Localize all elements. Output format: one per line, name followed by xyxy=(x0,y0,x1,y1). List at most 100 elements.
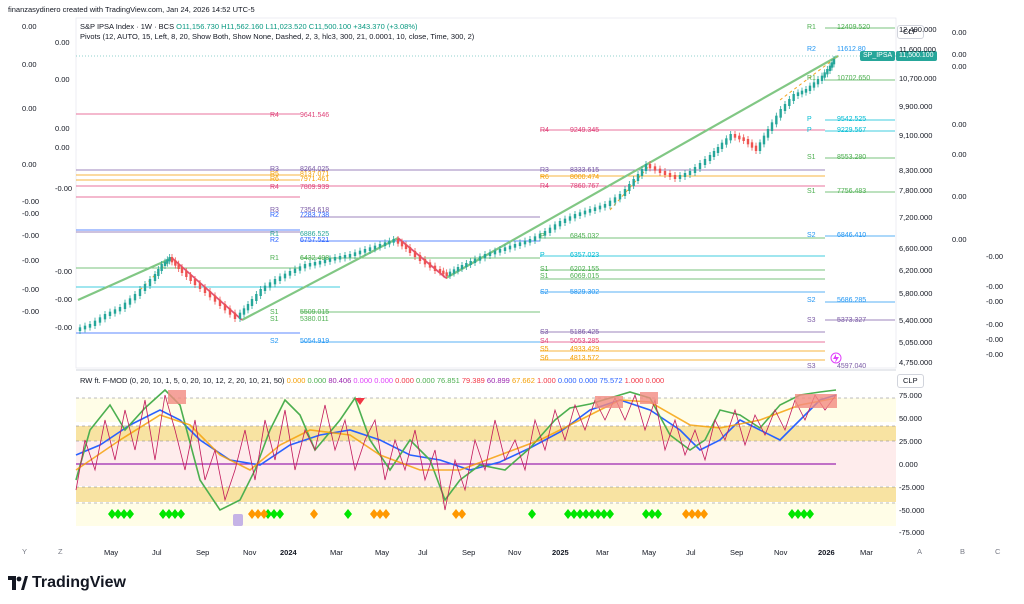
pivot-label: P 9542.525 xyxy=(807,116,867,123)
pivot-label: S1 7756.483 xyxy=(807,188,867,195)
price-axis-label[interactable]: 5,050.000 xyxy=(899,338,933,347)
left-scale-label: -0.00 xyxy=(22,231,40,240)
pivot-label: S5 4933.429 xyxy=(540,346,600,353)
pivot-label: R4 7860.767 xyxy=(540,183,600,190)
pivot-label: R2 6757.521 xyxy=(270,237,330,244)
left-scale-label: -0.00 xyxy=(55,267,73,276)
pivot-label: S1 6069.015 xyxy=(540,273,600,280)
indicator-axis-label[interactable]: 25.000 xyxy=(899,437,922,446)
price-axis-label[interactable]: 6,200.000 xyxy=(899,266,933,275)
price-axis-label[interactable]: 5,400.000 xyxy=(899,316,933,325)
time-axis-label[interactable]: Nov xyxy=(508,548,522,557)
pivot-label: S3 5373.327 xyxy=(807,317,867,324)
pivot-label: S6 4813.572 xyxy=(540,355,600,362)
button-z[interactable]: Z xyxy=(58,547,63,556)
indicator-value: 0.000 xyxy=(353,376,375,385)
time-axis-label[interactable]: 2026 xyxy=(818,548,835,557)
indicator-axis-label[interactable]: -75.000 xyxy=(899,528,925,537)
button-c[interactable]: C xyxy=(995,547,1001,556)
currency-button-bottom[interactable]: CLP xyxy=(897,374,924,388)
indicator-value: 60.899 xyxy=(486,376,512,385)
indicator-axis-label[interactable]: 75.000 xyxy=(899,391,922,400)
time-axis-label[interactable]: Mar xyxy=(596,548,609,557)
pivots-legend[interactable]: Pivots (12, AUTO, 15, Left, 8, 20, Show … xyxy=(80,32,475,41)
pivot-label: S2 5054.919 xyxy=(270,338,330,345)
pivot-label: R2 11612.80 xyxy=(807,46,866,53)
pivot-label: S2 5829.302 xyxy=(540,289,600,296)
right-scale-label: 0.00 xyxy=(952,120,967,129)
logo-text: TradingView xyxy=(32,574,126,591)
right-scale-label: -0.00 xyxy=(986,282,1004,291)
pivot-label: R1 6886.525 xyxy=(270,231,330,238)
left-scale-label: 0.00 xyxy=(22,104,37,113)
indicator-value: 0.000 xyxy=(307,376,329,385)
price-axis-label[interactable]: 11,600.000 xyxy=(899,45,936,54)
price-axis-label[interactable]: 4,750.000 xyxy=(899,358,933,367)
time-axis-label[interactable]: Jul xyxy=(418,548,428,557)
button-y[interactable]: Y xyxy=(22,547,28,556)
pivot-label: R5 8137.071 xyxy=(270,171,330,178)
time-axis-label[interactable]: Mar xyxy=(860,548,873,557)
right-scale-label: -0.00 xyxy=(986,350,1004,359)
pivot-label: P 6357.023 xyxy=(540,252,600,259)
right-scale-label: -0.00 xyxy=(986,320,1004,329)
pivot-label: S2 5686.285 xyxy=(807,297,867,304)
indicator-value: 0.000 xyxy=(645,376,665,385)
indicator-legend[interactable]: RW ft. F-MOD (0, 20, 10, 1, 5, 0, 20, 10… xyxy=(80,376,665,385)
time-axis-label[interactable]: Sep xyxy=(462,548,476,557)
right-scale-label: 0.00 xyxy=(952,150,967,159)
price-axis-label[interactable]: 9,100.000 xyxy=(899,131,933,140)
button-a[interactable]: A xyxy=(917,547,923,556)
pivot-label: R2 7283.738 xyxy=(270,212,330,219)
price-axis-label[interactable]: 9,900.000 xyxy=(899,102,933,111)
time-axis-label[interactable]: Jul xyxy=(152,548,162,557)
indicator-axis-label[interactable]: 50.000 xyxy=(899,414,922,423)
button-b[interactable]: B xyxy=(960,547,966,556)
time-axis-label[interactable]: May xyxy=(375,548,390,557)
time-axis-label[interactable]: Sep xyxy=(196,548,210,557)
price-axis-label[interactable]: 7,800.000 xyxy=(899,186,933,195)
indicator-axis-label[interactable]: 0.000 xyxy=(899,460,918,469)
currency-button-top[interactable]: CLP xyxy=(897,25,924,39)
time-axis-label[interactable]: Sep xyxy=(730,548,744,557)
pivot-label: R6 7971.461 xyxy=(270,176,330,183)
symbol-title[interactable]: S&P IPSA Index · 1W · BCS O11,156.730 H1… xyxy=(80,22,418,31)
pivot-label: R4 7809.939 xyxy=(270,184,330,191)
time-axis-label[interactable]: 2024 xyxy=(280,548,297,557)
pivot-label: S3 5186.425 xyxy=(540,329,600,336)
time-axis-label[interactable]: 2025 xyxy=(552,548,569,557)
price-axis-label[interactable]: 5,800.000 xyxy=(899,289,933,298)
right-scale-label: -0.00 xyxy=(986,335,1004,344)
ohlc-values: O11,156.730 H11,562.160 L11,023.520 C11,… xyxy=(176,22,418,31)
indicator-value: 0.000 xyxy=(374,376,396,385)
symbol-price-tag: SP_IPSA xyxy=(860,51,896,61)
price-axis-label[interactable]: 12,400.000 xyxy=(899,25,937,34)
right-scale-label: -0.00 xyxy=(986,297,1004,306)
left-scale-label: -0.00 xyxy=(22,285,40,294)
time-axis-label[interactable]: Nov xyxy=(774,548,788,557)
price-axis-label[interactable]: 6,600.000 xyxy=(899,244,933,253)
pivot-label: P 9229.567 xyxy=(807,127,867,134)
time-axis-label[interactable]: Mar xyxy=(330,548,343,557)
price-axis-label[interactable]: 10,700.000 xyxy=(899,74,937,83)
indicator-axis-label[interactable]: -25.000 xyxy=(899,483,925,492)
indicator-value: 0.000 xyxy=(578,376,600,385)
time-axis-label[interactable]: May xyxy=(642,548,657,557)
time-axis-label[interactable]: May xyxy=(104,548,119,557)
indicator-axis-label[interactable]: -50.000 xyxy=(899,506,925,515)
pivot-label: R4 9249.345 xyxy=(540,127,600,134)
right-scale-label: 0.00 xyxy=(952,28,967,37)
price-axis-label[interactable]: 7,200.000 xyxy=(899,213,933,222)
tradingview-logo[interactable]: TradingView xyxy=(8,574,126,592)
time-axis-label[interactable]: Jul xyxy=(686,548,696,557)
time-axis-label[interactable]: Nov xyxy=(243,548,257,557)
left-scale-label: -0.00 xyxy=(55,323,73,332)
indicator-value: 1.000 xyxy=(624,376,646,385)
right-scale-label: 0.00 xyxy=(952,192,967,201)
price-axis-label[interactable]: 8,300.000 xyxy=(899,166,933,175)
left-scale-label: -0.00 xyxy=(22,256,40,265)
last-price-tag: 11,500.100 xyxy=(896,51,937,61)
left-scale-label: -0.00 xyxy=(22,197,40,206)
left-scale-label: 0.00 xyxy=(22,22,37,31)
